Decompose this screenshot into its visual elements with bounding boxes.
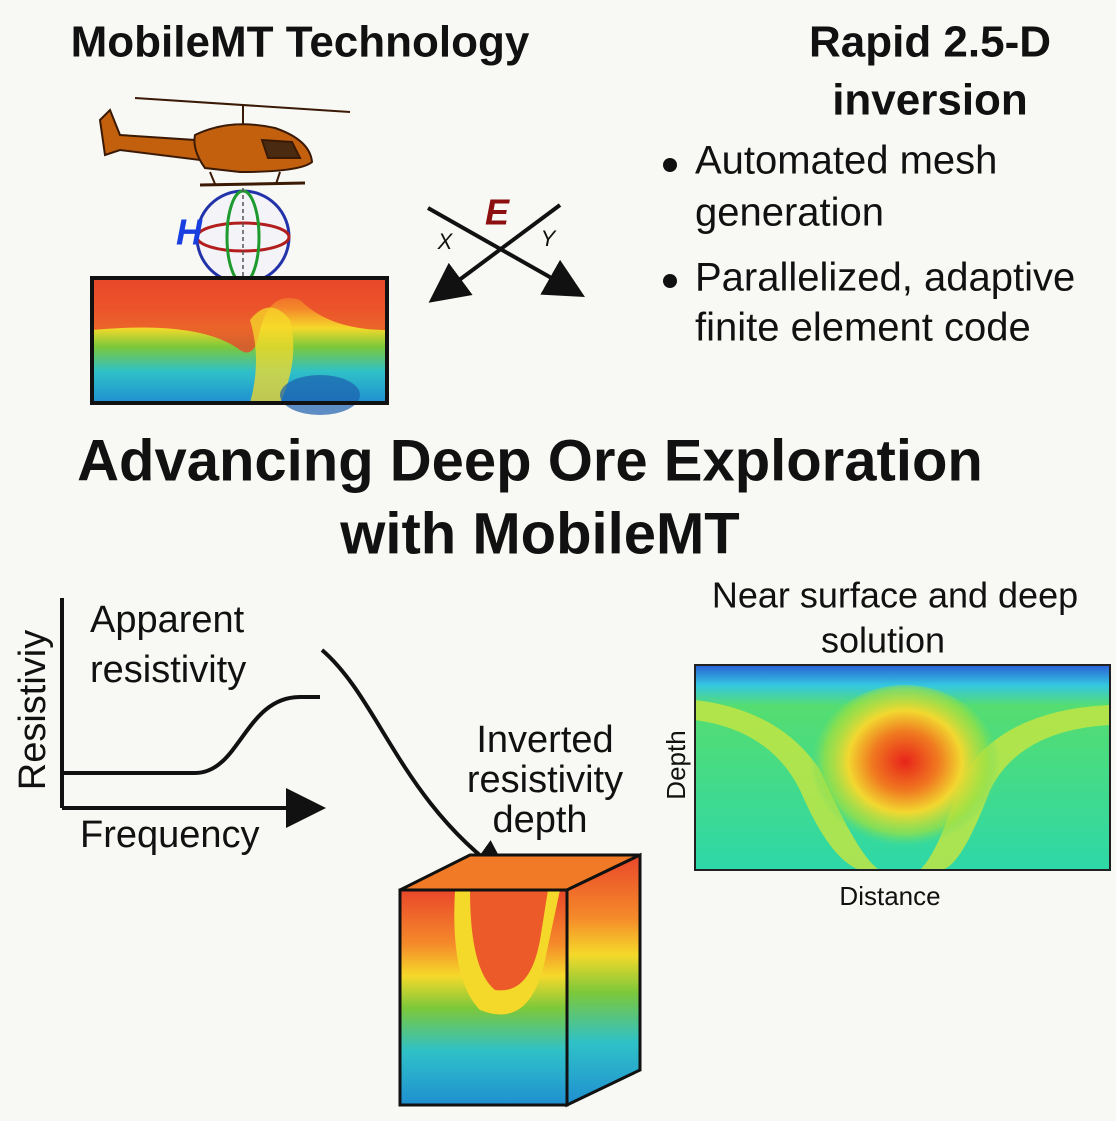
resistivity-cube-part [470,890,548,991]
earth-section-part [280,375,360,415]
bullets-part [663,274,677,288]
x-label: X [437,229,454,254]
cube-label: Inverted [476,719,613,761]
helicopter-part [193,123,314,174]
flow-arrow [320,648,512,880]
inversion-section [694,664,1111,871]
e-label: E [485,192,510,233]
h-label: H [176,212,203,253]
right-title: Rapid 2.5-D [809,18,1051,67]
sensor-sphere [195,188,291,285]
helicopter-part [199,181,306,187]
helicopter-part [260,138,302,159]
earth-section-part [92,278,387,353]
e-field-axes-part [427,206,585,297]
y-label: Y [541,226,557,251]
helicopter-part [275,171,281,185]
cube-label: depth [492,799,587,841]
earth-section [90,276,389,415]
inversion-section-part [694,664,1111,871]
resistivity-cube [398,852,642,1108]
bullets-part: generation [695,191,884,235]
curve-label: resistivity [90,649,246,691]
cube-label: resistivity [467,759,623,801]
resistivity-graph-part [62,695,320,775]
bullets-part: Automated mesh [695,139,997,183]
earth-section-part [250,307,294,403]
bullets-part: finite element code [695,306,1031,350]
earth-section-part [90,276,389,405]
main-title: with MobileMT [339,501,740,566]
left-title: MobileMT Technology [71,18,530,67]
graph-x-label: Frequency [80,814,260,856]
bullets-part: Parallelized, adaptive [695,256,1075,300]
section-x-label: Distance [839,881,940,911]
bullets: Automated mesh generation Parallelized, … [663,139,1075,350]
section-y-label: Depth [661,730,691,799]
main-title: Advancing Deep Ore Exploration [77,428,983,493]
right-title: inversion [832,76,1028,125]
graph-y-label: Resistiviy [12,630,54,790]
inversion-section-part [810,685,1000,855]
helicopter-part [98,108,202,162]
e-field-axes-part [428,203,562,303]
e-field-axes [427,203,585,303]
inversion-section-part [695,700,1110,870]
helicopter-part [209,171,216,185]
section-title: solution [821,620,945,661]
curve-label: Apparent [90,599,245,641]
section-title: Near surface and deep [712,575,1078,616]
bullets-part [663,158,677,172]
helicopter [98,97,351,187]
resistivity-graph [60,598,326,828]
resistivity-cube-part [565,852,642,1108]
